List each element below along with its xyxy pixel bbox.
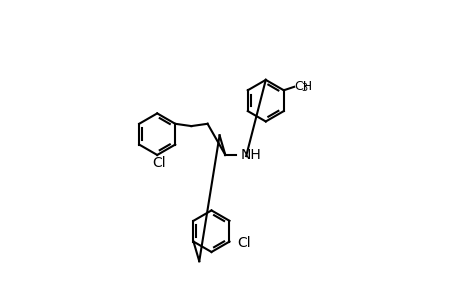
Text: Cl: Cl — [236, 236, 250, 250]
Text: NH: NH — [241, 148, 261, 162]
Text: 3: 3 — [301, 83, 307, 93]
Text: CH: CH — [294, 80, 312, 93]
Text: Cl: Cl — [152, 156, 166, 170]
